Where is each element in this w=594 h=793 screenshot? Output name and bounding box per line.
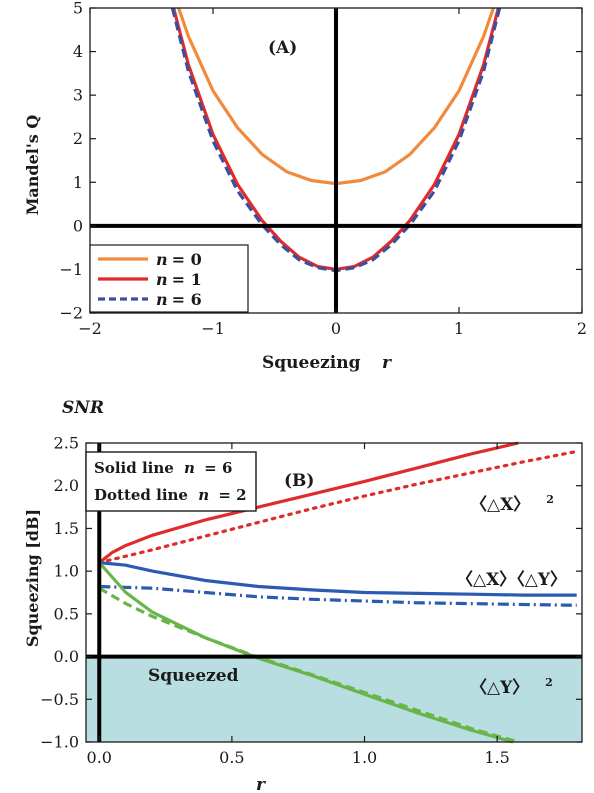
panel-b-legend-line2: Dotted line n = 2 <box>94 486 247 504</box>
series-line-b-3 <box>99 584 577 607</box>
x-tick-label: 2 <box>577 319 587 338</box>
y-tick-label: 1.0 <box>54 562 79 581</box>
y-tick-label: −2 <box>59 304 83 323</box>
panel-a-label: (A) <box>268 38 297 58</box>
series-line-b-5 <box>98 586 519 744</box>
legend-line2-value: = 2 <box>218 486 246 504</box>
page-title: SNR <box>62 398 104 418</box>
legend-line1-value: = 6 <box>204 459 232 477</box>
y-tick-label: 3 <box>73 86 83 105</box>
legend-entry-var: n <box>156 250 168 269</box>
x-tick-label: 1 <box>454 319 464 338</box>
y-tick-label: −1 <box>59 260 83 279</box>
y-tick-label: −0.5 <box>40 690 79 709</box>
x-tick-label: 1.0 <box>352 748 377 767</box>
panel-b-y-label: Squeezing [dB] <box>23 509 42 647</box>
series-line-b-2 <box>99 561 577 597</box>
legend-entry-value: = 6 <box>172 290 202 309</box>
panel-a-legend: n = 0n = 1n = 6 <box>89 244 249 313</box>
y-tick-label: 2.0 <box>54 476 79 495</box>
panel-a-y-axis-title: Mandel's Q <box>23 115 42 216</box>
panel-a-x-symbol: r <box>382 353 392 373</box>
legend-entry-label: n = 0 <box>156 250 202 269</box>
y-tick-label: 0.5 <box>54 604 79 623</box>
y-tick-label: 4 <box>73 42 83 61</box>
legend-line2-var: n <box>198 486 209 504</box>
panel-a-x-label: Squeezing <box>262 353 361 373</box>
y-tick-label: 2 <box>73 129 83 148</box>
panel-b: Squeezed 0.0 0.5 1.0 1.5 −1.0 −0.5 0.0 0.5 1.0 1.… <box>23 434 583 793</box>
panel-b-series-group <box>97 441 579 744</box>
legend-entry-value: = 0 <box>172 250 202 269</box>
legend-entry-label: n = 1 <box>156 270 202 289</box>
annotation-dy2-sup: 2 <box>545 676 553 689</box>
legend-entry-var: n <box>156 290 168 309</box>
series-line-b-0 <box>98 441 519 564</box>
y-tick-label: 1.5 <box>54 519 79 538</box>
squeezed-region <box>86 656 582 742</box>
legend-entry-value: = 1 <box>172 270 202 289</box>
y-tick-label: 0 <box>73 216 83 235</box>
x-tick-label: 0 <box>331 319 341 338</box>
legend-frame <box>89 244 249 313</box>
y-tick-label: 5 <box>73 0 83 18</box>
x-tick-label: 0.0 <box>87 748 112 767</box>
series-line-b-1 <box>97 449 579 565</box>
panel-b-label: (B) <box>284 471 314 491</box>
legend-line1-prefix: Solid line <box>94 459 174 477</box>
x-tick-label: −2 <box>78 319 102 338</box>
panel-b-shaded-region <box>86 656 582 742</box>
y-tick-label: −1.0 <box>40 733 79 752</box>
panel-b-legend-frame <box>85 451 257 512</box>
legend-entry-label: n = 6 <box>156 290 202 309</box>
panel-a-y-label: Mandel's Q <box>23 115 42 216</box>
panel-b-x-label: r <box>256 775 266 793</box>
annotation-dxdy: 〈△X〉〈△Y〉 <box>456 569 567 590</box>
y-tick-label: 2.5 <box>54 434 79 453</box>
annotation-dx2: 〈△X〉 2 <box>470 493 554 515</box>
legend-line2-prefix: Dotted line <box>94 486 188 504</box>
legend-line1-var: n <box>184 459 195 477</box>
plot-frame <box>85 442 583 743</box>
annotation-dy2-text: 〈△Y〉 <box>470 677 529 698</box>
x-tick-label: −1 <box>201 319 225 338</box>
annotation-dy2: 〈△Y〉 2 <box>470 676 553 698</box>
panel-a-axes: −2 −1 0 1 2 −2 −1 0 1 2 3 4 5 <box>59 0 587 338</box>
annotation-dxdy-text: 〈△X〉〈△Y〉 <box>456 569 567 590</box>
x-tick-label: 1.5 <box>484 748 509 767</box>
legend-entry-var: n <box>156 270 168 289</box>
x-tick-label: 0.5 <box>219 748 244 767</box>
y-tick-label: 0.0 <box>54 647 79 666</box>
annotation-dx2-sup: 2 <box>546 493 554 506</box>
panel-b-squeezed-label: Squeezed <box>148 666 239 686</box>
y-tick-label: 1 <box>73 173 83 192</box>
panel-b-y-axis-title: Squeezing [dB] <box>23 509 42 647</box>
panel-b-legend-line1: Solid line n = 6 <box>94 459 232 477</box>
annotation-dx2-text: 〈△X〉 <box>470 494 530 515</box>
panel-b-legend-box: Solid line n = 6 Dotted line n = 2 <box>85 451 257 512</box>
panel-a: −2 −1 0 1 2 −2 −1 0 1 2 3 4 5 (A) Mandel's Q Squeezi… <box>23 0 587 373</box>
